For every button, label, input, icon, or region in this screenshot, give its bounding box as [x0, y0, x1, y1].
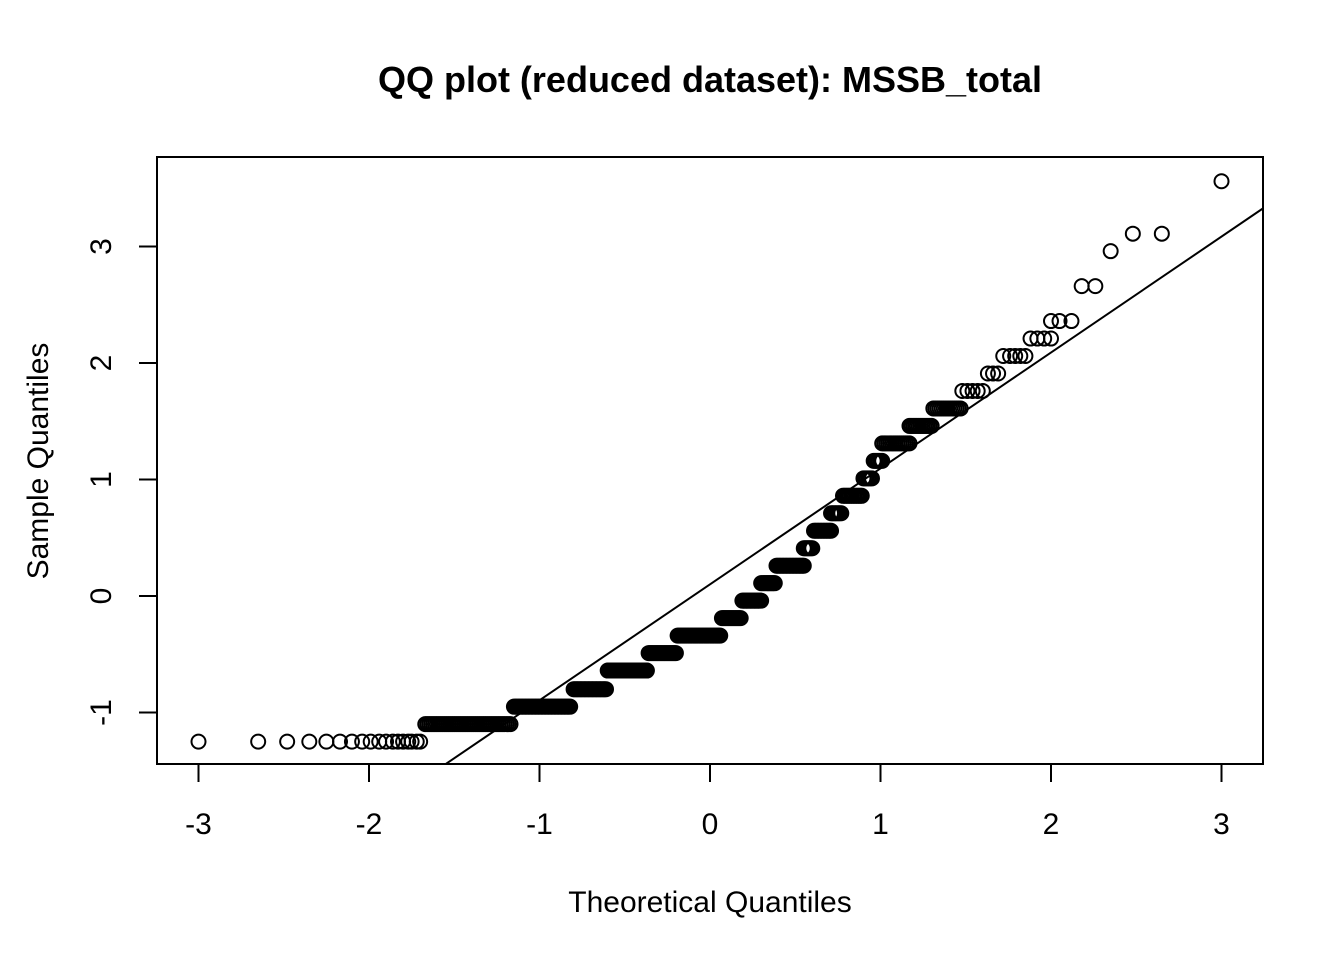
y-axis: -1 0 1 2 3 [85, 238, 158, 726]
data-point [502, 716, 519, 733]
data-point [1102, 243, 1119, 260]
reference-line [443, 207, 1263, 764]
data-point [1051, 313, 1068, 330]
data-point [732, 610, 749, 627]
x-tick-label: 1 [872, 808, 889, 841]
x-tick-label: -1 [526, 808, 553, 841]
y-axis-title: Sample Quantiles [22, 343, 55, 580]
data-point [954, 382, 971, 399]
x-tick-label: 2 [1043, 808, 1060, 841]
data-point [667, 645, 684, 662]
data-point [964, 382, 981, 399]
data-point [874, 452, 891, 469]
data-point [1213, 173, 1230, 190]
data-point [923, 417, 940, 434]
data-point [969, 382, 986, 399]
data-point [952, 400, 969, 417]
points-group [190, 173, 1230, 750]
data-point [384, 733, 401, 750]
data-point [562, 698, 579, 715]
data-point [1063, 313, 1080, 330]
data-point [959, 382, 976, 399]
data-point [354, 733, 371, 750]
data-point [1124, 225, 1141, 242]
data-point [378, 733, 395, 750]
data-point [318, 733, 335, 750]
data-point [279, 733, 296, 750]
y-tick-label: 3 [85, 238, 118, 255]
data-point [638, 662, 655, 679]
data-point [598, 681, 614, 698]
data-point [403, 733, 420, 750]
x-axis: -3 -2 -1 0 1 2 3 [185, 763, 1230, 841]
data-point [301, 733, 318, 750]
data-point [833, 505, 850, 522]
data-point [901, 435, 918, 452]
data-point [985, 365, 1002, 382]
y-tick-label: 1 [85, 471, 118, 488]
data-point [1153, 225, 1170, 242]
data-point [343, 733, 360, 750]
x-tick-label: -3 [185, 808, 212, 841]
x-tick-label: 0 [702, 808, 719, 841]
data-point [766, 575, 783, 592]
data-point [712, 627, 729, 644]
reference-line-group [443, 207, 1263, 764]
data-point [412, 733, 429, 750]
data-point [1087, 278, 1104, 295]
data-point [362, 733, 379, 750]
plot-frame [156, 156, 1264, 765]
data-point [979, 365, 996, 382]
data-point [1007, 348, 1024, 365]
data-point [804, 540, 821, 557]
data-point [1017, 348, 1034, 365]
y-tick-label: 0 [85, 588, 118, 605]
x-axis-title: Theoretical Quantiles [568, 886, 851, 919]
data-point [332, 733, 349, 750]
data-point [974, 382, 991, 399]
data-point [1043, 330, 1059, 347]
data-point [1073, 278, 1090, 295]
y-tick-label: -1 [85, 699, 118, 726]
data-point [1036, 330, 1053, 347]
data-point [1043, 313, 1059, 330]
data-point [1012, 348, 1029, 365]
data-point [990, 365, 1007, 382]
x-tick-label: -2 [356, 808, 383, 841]
data-point [753, 592, 770, 609]
data-point [250, 733, 267, 750]
data-point [823, 522, 840, 539]
y-tick-label: 2 [85, 355, 118, 372]
data-point [853, 487, 870, 504]
data-point [1002, 348, 1019, 365]
data-point [995, 348, 1012, 365]
data-point [190, 733, 207, 750]
data-point [863, 470, 880, 487]
x-tick-label: 3 [1213, 808, 1230, 841]
chart-title: QQ plot (reduced dataset): MSSB_total [378, 59, 1042, 100]
data-point [795, 557, 812, 574]
